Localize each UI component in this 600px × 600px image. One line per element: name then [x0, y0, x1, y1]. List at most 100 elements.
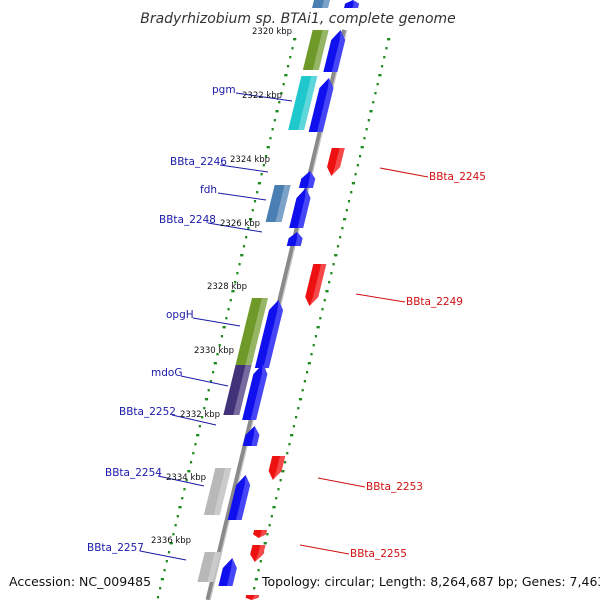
- inner-tick-dot: [176, 515, 179, 518]
- outer-tick-dot: [294, 416, 298, 419]
- inner-tick-dot: [256, 191, 259, 194]
- reverse-cds-shade: [272, 456, 286, 480]
- forward-cds: [289, 188, 311, 228]
- inner-tick-dot: [266, 146, 270, 149]
- inner-tick-dot: [284, 74, 288, 77]
- forward-cds: [344, 0, 360, 8]
- outer-tick-dot: [272, 506, 276, 509]
- tick-labels: 2320 kbp 2322 kbp 2324 kbp 2326 kbp 2328 kbp…: [151, 27, 292, 546]
- reverse-leader-line: [355, 293, 406, 303]
- outer-tick-dot: [306, 371, 309, 374]
- outer-tick-dot: [356, 164, 359, 167]
- reverse-cds: [305, 264, 327, 306]
- inner-tick-dot: [189, 461, 193, 464]
- outer-tick-dot: [297, 407, 300, 410]
- outer-tick-dot: [332, 263, 335, 266]
- outer-tick-dot: [290, 434, 294, 437]
- inner-tick-dot: [248, 218, 253, 221]
- cog-block-shade: [298, 76, 318, 130]
- inner-tick-dot: [222, 326, 226, 329]
- inner-tick-dot: [227, 308, 230, 311]
- outer-tick-dot: [257, 569, 260, 572]
- outer-tick-dot: [350, 191, 353, 194]
- cog-block: [288, 76, 318, 130]
- inner-tick-dot: [242, 245, 246, 248]
- outer-tick-dot: [354, 173, 357, 176]
- outer-tick-dot: [310, 353, 313, 356]
- outer-tick-dot: [275, 497, 278, 500]
- inner-tick-dot: [213, 362, 217, 365]
- cog-block-shade: [207, 552, 221, 582]
- reverse-cds-shade: [331, 148, 345, 176]
- outer-tick-dot: [321, 308, 324, 311]
- inner-tick-dot: [167, 551, 171, 554]
- cog-block-shade: [233, 365, 252, 415]
- inner-tick-dot: [269, 137, 272, 140]
- inner-tick-dot: [187, 470, 191, 473]
- forward-cds: [323, 30, 346, 72]
- forward-cds: [242, 364, 268, 420]
- topology-summary-text: Topology: circular; Length: 8,264,687 bp…: [261, 574, 600, 589]
- tick-label: 2330 kbp: [194, 346, 234, 356]
- forward-cds-shade: [263, 300, 284, 368]
- reverse-cds: [250, 545, 266, 562]
- inner-tick-dot: [260, 173, 263, 176]
- inner-tick-dot: [262, 164, 265, 167]
- outer-tick-dot: [358, 155, 362, 158]
- inner-tick-dot: [293, 38, 297, 41]
- outer-tick-dot: [341, 227, 344, 230]
- inner-tick-dot: [234, 281, 237, 284]
- forward-cds-shade: [295, 232, 303, 246]
- inner-tick-dot: [220, 335, 224, 338]
- outer-tick-dot: [376, 83, 379, 86]
- outer-tick-dot: [336, 245, 340, 248]
- forward-cds-shade: [352, 0, 360, 8]
- inner-tick-dot: [231, 290, 235, 293]
- forward-gene-label: mdoG: [151, 367, 182, 379]
- cog-block-shade: [245, 298, 268, 365]
- outer-tick-dot: [347, 200, 351, 203]
- reverse-gene-label: BBta_2253: [366, 481, 423, 493]
- cog-block: [203, 468, 232, 515]
- reverse-cds: [253, 530, 268, 538]
- inner-tick-dot: [200, 416, 204, 419]
- outer-tick-dot: [303, 380, 306, 383]
- cog-block-shade: [275, 185, 291, 222]
- forward-leader-line: [207, 222, 263, 233]
- forward-gene-label: fdh: [200, 184, 217, 196]
- inner-tick-dot: [185, 479, 188, 482]
- reverse-gene-label: BBta_2245: [429, 171, 486, 183]
- outer-tick-dot: [319, 317, 322, 320]
- forward-cds-shade: [297, 188, 311, 228]
- inner-tick-dot: [169, 542, 173, 545]
- track-forward-cds: [218, 0, 360, 586]
- outer-tick-dot: [316, 326, 320, 329]
- inner-tick-dot: [282, 83, 285, 86]
- forward-cds: [242, 426, 260, 446]
- inner-tick-dot: [291, 47, 294, 50]
- outer-tick-dot: [307, 362, 311, 365]
- forward-leader-line: [235, 92, 293, 102]
- inner-tick-dot: [160, 578, 164, 581]
- inner-tick-dot: [251, 209, 254, 212]
- inner-tick-dot: [286, 65, 290, 68]
- inner-tick-dot: [192, 452, 195, 455]
- reverse-leader-line: [379, 167, 429, 178]
- cog-block-shade: [321, 0, 330, 8]
- outer-tick-dot: [383, 56, 386, 59]
- outer-tick-dot: [363, 137, 366, 140]
- inner-tick-dot: [207, 389, 210, 392]
- inner-tick-dot: [183, 488, 186, 491]
- inner-tick-dot: [245, 236, 248, 239]
- inner-tick-dot: [238, 263, 241, 266]
- inner-tick-dot: [196, 434, 200, 437]
- reverse-cds-shade: [251, 595, 260, 600]
- outer-tick-dot: [325, 290, 329, 293]
- forward-gene-label: opgH: [166, 309, 194, 321]
- outer-tick-dot: [360, 146, 364, 149]
- forward-cds: [286, 232, 303, 246]
- inner-tick-dot: [163, 569, 166, 572]
- forward-cds-shade: [331, 30, 346, 72]
- outer-tick-dot: [342, 218, 347, 221]
- inner-tick-dot: [278, 101, 281, 104]
